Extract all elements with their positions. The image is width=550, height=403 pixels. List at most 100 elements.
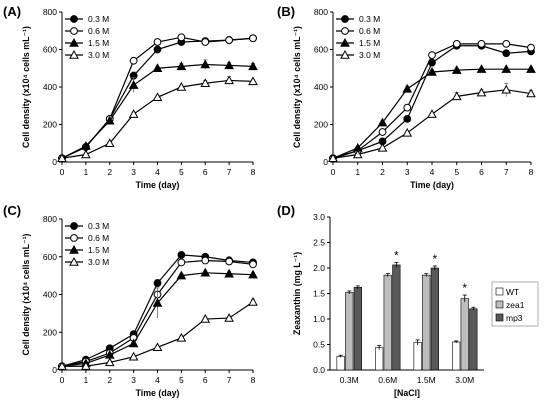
legend-label: 0.6 M: [88, 26, 109, 36]
y-axis-label: Cell density (x10⁴ cells mL⁻¹): [21, 26, 31, 148]
x-tick-label: 2: [107, 375, 112, 385]
legend-label: mp3: [506, 313, 523, 323]
legend-label: zea1: [506, 300, 525, 310]
data-point: [176, 61, 187, 71]
bar: [469, 308, 478, 371]
line-chart-0: 0 200 400 600 800 0 1 2 3 4 5 6 7 8 Time (day) Cell den…: [21, 7, 258, 190]
y-tick-label: 2.5: [313, 238, 325, 248]
bar: [413, 342, 422, 371]
x-axis-label: Time (day): [136, 388, 180, 398]
legend-marker: [341, 27, 349, 35]
data-point: [152, 92, 163, 102]
x-tick-label: 0: [331, 167, 336, 177]
y-tick-label: 3.0: [313, 212, 325, 222]
data-point: [224, 268, 234, 278]
y-tick-label: 600: [43, 252, 57, 262]
x-tick-label: 2: [380, 167, 385, 177]
bar: [422, 274, 431, 371]
y-tick-label: 200: [314, 120, 328, 130]
data-point: [200, 314, 211, 323]
data-point: [476, 87, 487, 97]
x-tick-label: 3: [405, 167, 410, 177]
x-tick-label: 0: [60, 375, 65, 385]
data-point: [225, 257, 234, 266]
legend-swatch: [495, 313, 504, 322]
y-tick-label: 0: [52, 157, 57, 167]
legend-marker: [340, 49, 350, 59]
data-point: [224, 313, 234, 322]
data-point: [248, 297, 258, 306]
data-point: [501, 64, 512, 73]
y-tick-label: 1.5: [313, 289, 325, 299]
y-tick-label: 2.0: [313, 263, 325, 273]
x-tick-label: 1.5M: [417, 375, 436, 385]
data-point: [128, 338, 139, 348]
data-point: [128, 80, 139, 89]
data-point: [200, 267, 211, 277]
x-axis-label: Time (day): [410, 180, 454, 190]
data-point: [377, 142, 388, 152]
bar: [353, 287, 362, 371]
legend-marker: [70, 27, 78, 35]
y-tick-label: 800: [314, 7, 328, 17]
series-line-3: [332, 89, 532, 159]
data-point: [501, 84, 512, 94]
data-point: [129, 56, 138, 65]
bar: [460, 298, 469, 371]
data-point: [502, 39, 511, 48]
significance-asterisk: *: [433, 252, 438, 266]
data-point: [224, 60, 234, 70]
x-tick-label: 0.6M: [378, 375, 397, 385]
data-point: [224, 75, 234, 85]
data-point: [402, 127, 413, 137]
panel-label-c: (C): [3, 203, 21, 218]
x-tick-label: 1: [355, 167, 360, 177]
legend-label: 3.0 M: [88, 257, 109, 267]
legend-marker: [70, 222, 78, 230]
data-point: [328, 153, 338, 162]
legend-label: 0.3 M: [88, 14, 109, 24]
bar: [392, 264, 401, 371]
data-point: [200, 78, 211, 87]
x-tick-label: 3.0M: [455, 375, 474, 385]
bar: [345, 292, 354, 371]
x-tick-label: 6: [479, 167, 484, 177]
data-point: [352, 149, 363, 159]
significance-asterisk: *: [394, 248, 399, 262]
legend-label: 3.0 M: [88, 50, 109, 60]
data-point: [177, 250, 186, 259]
data-point: [152, 297, 163, 307]
legend-label: 0.6 M: [359, 26, 380, 36]
data-point: [477, 39, 486, 48]
y-tick-label: 400: [43, 290, 57, 300]
data-point: [57, 153, 67, 162]
y-tick-label: 0.0: [313, 365, 325, 375]
data-point: [249, 260, 257, 269]
data-point: [176, 81, 187, 91]
data-point: [104, 138, 115, 147]
data-point: [201, 256, 210, 265]
data-point: [451, 65, 462, 74]
x-tick-label: 0.3M: [340, 375, 359, 385]
x-tick-label: 7: [504, 167, 509, 177]
data-point: [200, 59, 211, 69]
legend-marker: [69, 256, 79, 266]
data-point: [248, 61, 258, 71]
data-point: [104, 357, 115, 367]
legend-marker: [69, 49, 79, 59]
data-point: [128, 351, 139, 361]
line-chart-1: 0 200 400 600 800 0 1 2 3 4 5 6 7 8 Time (day) Cell den…: [292, 7, 536, 190]
data-point: [428, 51, 436, 60]
data-point: [176, 332, 187, 342]
x-axis-label: [NaCl]: [394, 388, 420, 398]
legend-marker: [70, 234, 78, 242]
data-point: [249, 34, 257, 43]
panel-label-d: (D): [277, 203, 295, 218]
data-point: [248, 269, 258, 279]
y-axis-label: Zeaxanthin (mg L⁻¹): [292, 252, 302, 335]
y-tick-label: 400: [43, 82, 57, 92]
x-tick-label: 3: [131, 375, 136, 385]
line-chart-2: 0 200 400 600 800 0 1 2 3 4 5 6 7 8 Time (day) Cell den…: [21, 214, 258, 398]
data-point: [377, 117, 388, 127]
x-tick-label: 8: [251, 375, 256, 385]
